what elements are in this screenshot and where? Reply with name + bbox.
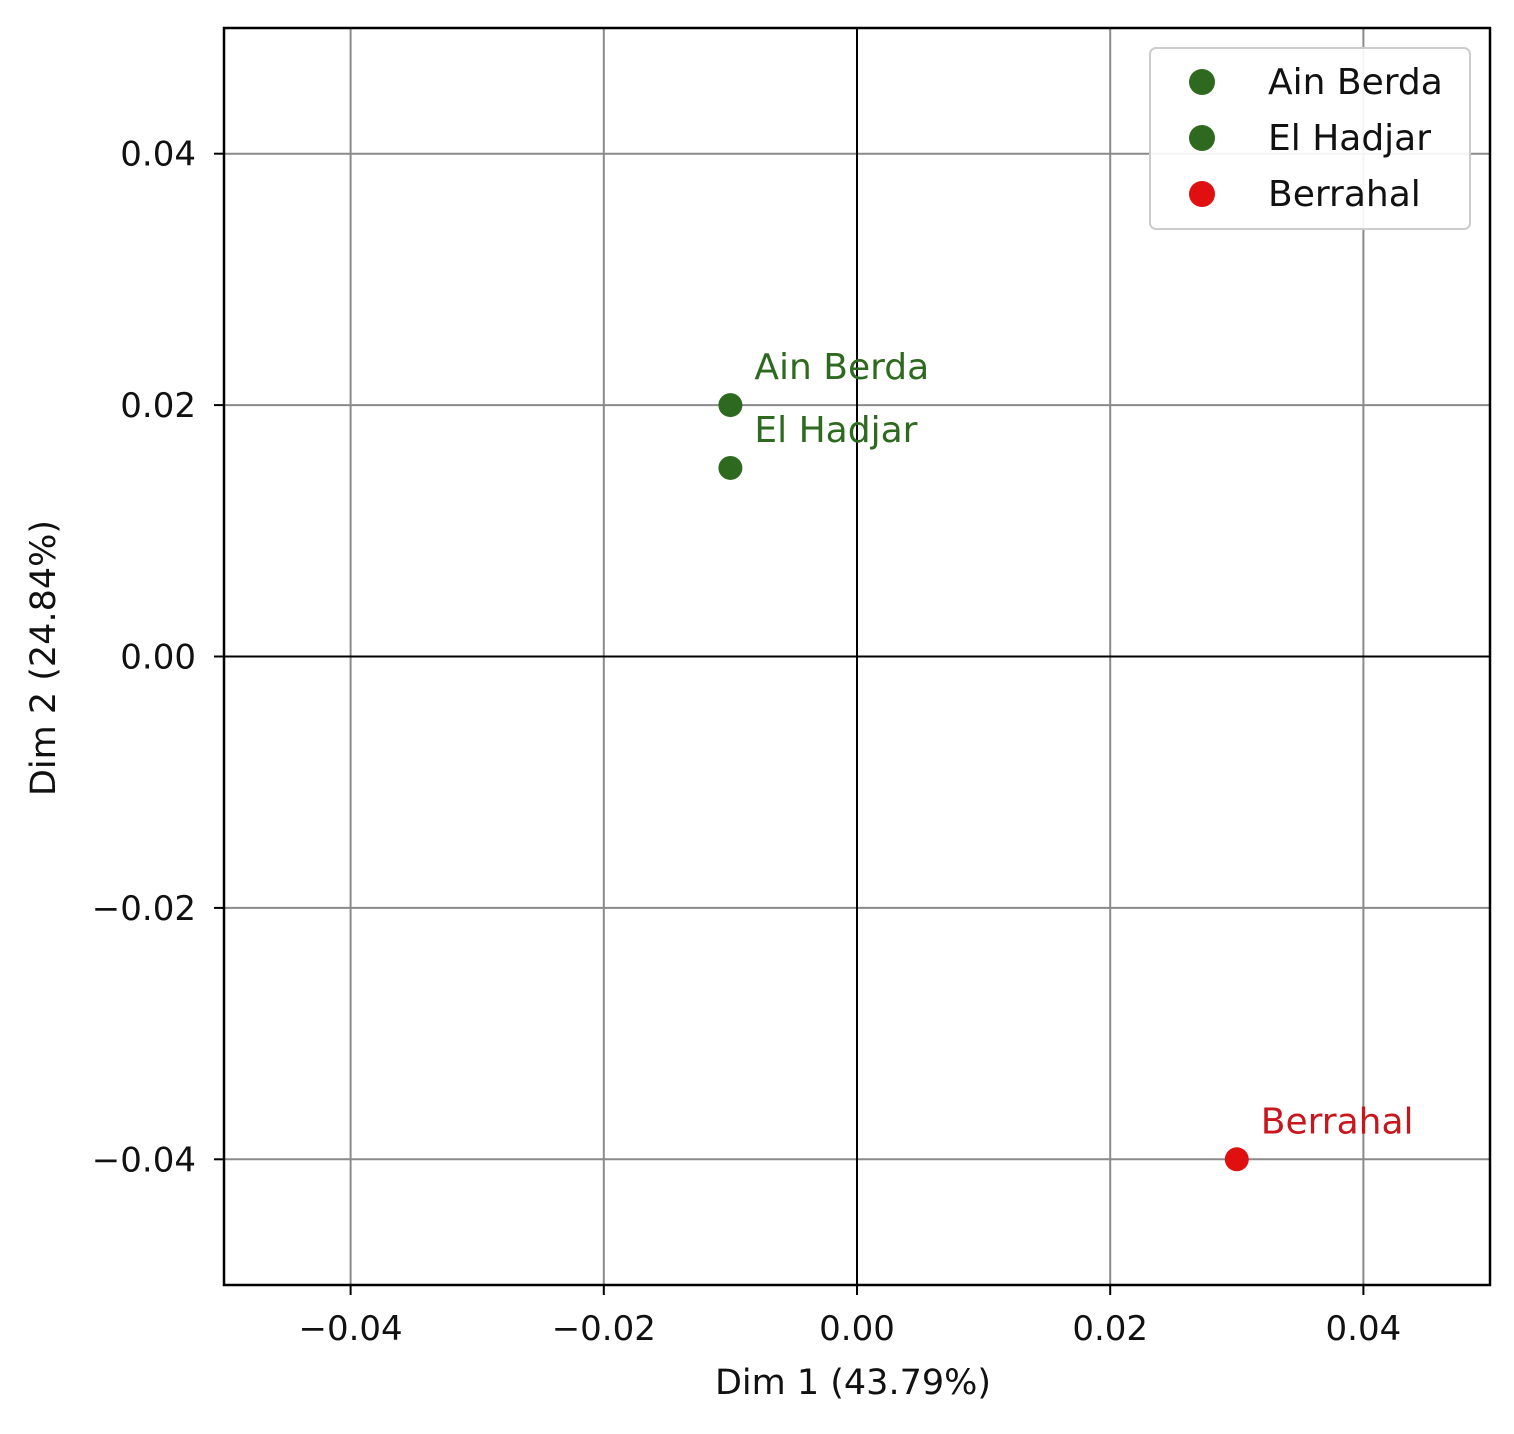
legend-label: Berrahal	[1268, 174, 1421, 215]
point-label: El Hadjar	[754, 410, 917, 451]
y-axis-label: Dim 2 (24.84%)	[24, 520, 64, 796]
x-tick-label: 0.04	[1326, 1309, 1402, 1349]
x-tick-label: −0.04	[298, 1309, 402, 1349]
legend-marker	[1189, 125, 1215, 151]
legend: Ain Berda El Hadjar Berrahal	[1149, 47, 1471, 230]
data-point	[718, 393, 743, 418]
y-tick-label: −0.04	[92, 1140, 196, 1180]
y-tick-label: 0.00	[120, 638, 196, 678]
legend-marker	[1189, 181, 1215, 207]
legend-box	[1149, 47, 1471, 230]
y-tick-label: −0.02	[92, 889, 196, 929]
legend-marker	[1189, 69, 1215, 95]
x-tick-label: −0.02	[552, 1309, 656, 1349]
point-labels: Ain Berda El Hadjar Berrahal	[754, 347, 1413, 1142]
y-tick-label: 0.02	[120, 386, 196, 426]
data-point	[718, 455, 743, 480]
x-tick-label: 0.02	[1072, 1309, 1148, 1349]
data-point	[1224, 1147, 1249, 1172]
point-label: Ain Berda	[754, 347, 929, 388]
legend-label: El Hadjar	[1268, 118, 1431, 159]
x-axis-label: Dim 1 (43.79%)	[715, 1363, 991, 1403]
axis-ticks: −0.04 −0.02 0.00 0.02 0.04 −0.04 −0.02 0.00 0.02…	[92, 135, 1401, 1349]
y-tick-label: 0.04	[120, 135, 196, 175]
data-points	[718, 393, 1249, 1172]
x-tick-label: 0.00	[819, 1309, 895, 1349]
point-label: Berrahal	[1261, 1101, 1414, 1142]
legend-label: Ain Berda	[1268, 62, 1443, 103]
reference-lines	[224, 28, 1490, 1285]
